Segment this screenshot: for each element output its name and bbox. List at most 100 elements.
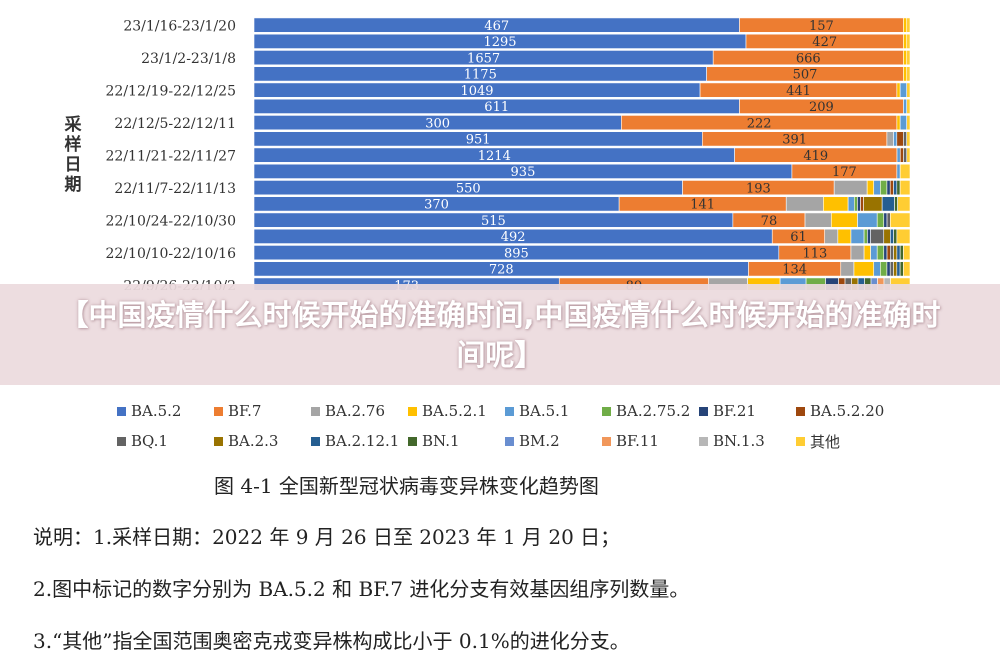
bar-segment <box>881 196 895 212</box>
legend-item: BF.11 <box>602 432 699 450</box>
bar-segment <box>824 228 839 244</box>
legend-row: BQ.1 BA.2.3 BA.2.12.1 BN.1 BM.2 BF.11 BN.1.3 其他 <box>117 426 917 456</box>
data-label: 193 <box>746 181 771 196</box>
data-label: 177 <box>832 165 857 180</box>
data-label: 441 <box>786 84 811 99</box>
y-axis-title-char: 采 <box>64 115 82 135</box>
legend-item: BN.1 <box>408 432 505 450</box>
legend-label: BF.11 <box>616 432 659 450</box>
bar-segment <box>903 50 908 66</box>
bar-segment <box>863 228 868 244</box>
bar-segment <box>883 245 888 261</box>
legend-label: BF.7 <box>228 402 262 420</box>
bar-segment <box>847 196 855 212</box>
legend-swatch <box>214 406 223 416</box>
bar-segment <box>886 245 891 261</box>
legend-label: BM.2 <box>519 432 560 450</box>
bar-segment <box>883 212 888 228</box>
data-label: 61 <box>790 230 807 245</box>
legend-item: BA.2.75.2 <box>602 402 699 420</box>
bar-segment <box>823 196 849 212</box>
bar-segment <box>883 228 891 244</box>
bar-segment <box>896 115 901 131</box>
legend-swatch <box>408 406 417 416</box>
y-axis-title: 采样日期 <box>58 110 88 200</box>
legend-swatch <box>602 406 611 416</box>
legend-label: BF.21 <box>713 402 756 420</box>
bar-segment <box>876 245 885 261</box>
legend-label: BA.2.3 <box>228 432 279 450</box>
bar-segment <box>870 245 878 261</box>
bar-segment <box>785 196 824 212</box>
data-label: 666 <box>796 51 821 66</box>
y-axis-title-char: 期 <box>64 175 82 195</box>
data-label: 419 <box>803 149 828 164</box>
legend-swatch <box>699 406 708 416</box>
data-label: 222 <box>747 116 772 131</box>
y-tick-label: 22/10/24-22/10/30 <box>106 213 236 229</box>
bar-segment <box>889 180 894 196</box>
bar-segment <box>876 212 885 228</box>
bar-segment <box>870 228 885 244</box>
legend-label: 其他 <box>810 432 841 451</box>
bar-segment <box>893 131 898 147</box>
legend-item: BA.2.3 <box>214 432 311 450</box>
bar-segment <box>830 212 858 228</box>
bar-segment <box>899 245 904 261</box>
bar-segment <box>886 212 891 228</box>
bar-segment <box>906 66 911 82</box>
y-tick-label: 22/11/7-22/11/13 <box>114 181 236 197</box>
data-label: 1295 <box>483 35 516 50</box>
note-line-1: 说明：1.采样日期：2022 年 9 月 26 日至 2023 年 1 月 20… <box>33 525 621 549</box>
bar-segment <box>906 115 911 131</box>
legend-swatch <box>699 436 708 446</box>
y-tick-label: 22/12/19-22/12/25 <box>106 83 236 99</box>
overlay-banner: 【中国疫情什么时候开始的准确时间,中国疫情什么时候开始的准确时间呢】 <box>0 284 1000 385</box>
bar-segment <box>889 261 894 277</box>
bar-segment <box>903 261 911 277</box>
bar-segment <box>837 228 852 244</box>
bar-segment <box>903 98 908 114</box>
bar-segment <box>896 131 904 147</box>
bar-segment <box>899 115 908 131</box>
bar-segment <box>886 131 894 147</box>
legend-item: BQ.1 <box>117 432 214 450</box>
bar-segment <box>896 261 901 277</box>
bar-segment <box>890 228 894 244</box>
data-label: 427 <box>812 35 837 50</box>
legend-swatch <box>408 436 417 446</box>
bar-segment <box>850 245 865 261</box>
legend-label: BA.5.2.20 <box>810 402 885 420</box>
y-tick-label: 23/1/2-23/1/8 <box>141 51 236 67</box>
bar-segment <box>899 180 911 196</box>
bar-segment <box>903 33 908 49</box>
legend-row: BA.5.2 BF.7 BA.2.76 BA.5.2.1 BA.5.1 BA.2.75.2… <box>117 396 917 426</box>
data-label: 728 <box>489 263 514 278</box>
data-label: 895 <box>504 246 529 261</box>
data-label: 611 <box>484 100 509 115</box>
y-axis-title-char: 日 <box>64 155 82 175</box>
data-label: 113 <box>802 246 827 261</box>
y-tick-label: 23/1/16-23/1/20 <box>123 18 236 34</box>
bar-segment <box>873 261 881 277</box>
legend-item: BA.5.1 <box>505 402 602 420</box>
bar-segment <box>903 17 908 33</box>
bar-segment <box>906 50 911 66</box>
bar-segment <box>860 196 864 212</box>
legend-item: BM.2 <box>505 432 602 450</box>
bar-segment <box>899 147 904 163</box>
data-label: 951 <box>466 133 491 148</box>
legend-item: BA.5.2.1 <box>408 402 505 420</box>
bar-segment <box>866 180 875 196</box>
bar-segment <box>906 33 911 49</box>
bar-segment <box>903 131 908 147</box>
stacked-bar-chart: 467 157 23/1/16-23/1/20 1295 427 1657 666 23/1/… <box>106 17 911 290</box>
data-label: 141 <box>690 198 715 213</box>
data-label: 1175 <box>464 68 497 83</box>
bar-segment <box>857 212 878 228</box>
bar-segment <box>896 147 901 163</box>
bar-segment <box>894 196 898 212</box>
legend-label: BA.2.76 <box>325 402 386 420</box>
bar-segment <box>857 196 861 212</box>
legend-swatch <box>117 406 126 416</box>
